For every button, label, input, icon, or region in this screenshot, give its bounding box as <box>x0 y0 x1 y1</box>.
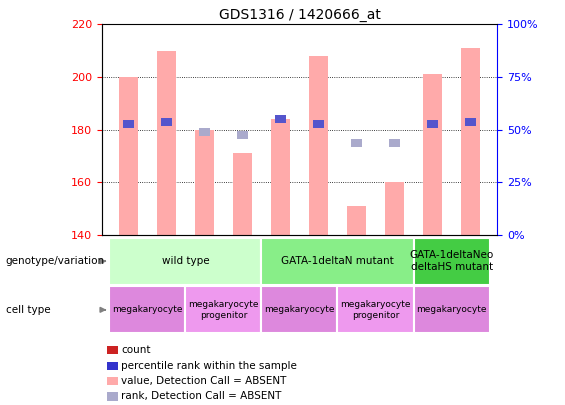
Bar <box>414 286 490 333</box>
Text: value, Detection Call = ABSENT: value, Detection Call = ABSENT <box>121 376 287 386</box>
Bar <box>109 238 262 285</box>
Bar <box>347 206 366 235</box>
Text: megakaryocyte
progenitor: megakaryocyte progenitor <box>340 300 411 320</box>
Bar <box>309 56 328 235</box>
Text: megakaryocyte: megakaryocyte <box>416 305 487 314</box>
Bar <box>385 182 404 235</box>
Bar <box>271 119 290 235</box>
Bar <box>233 153 252 235</box>
Bar <box>262 286 337 333</box>
Bar <box>427 120 438 128</box>
Bar <box>161 118 172 126</box>
Text: genotype/variation: genotype/variation <box>6 256 105 266</box>
Bar <box>275 115 286 123</box>
Bar <box>157 51 176 235</box>
Bar <box>262 238 414 285</box>
Bar <box>199 128 210 136</box>
Text: count: count <box>121 345 151 355</box>
Bar <box>465 118 476 126</box>
Text: megakaryocyte: megakaryocyte <box>264 305 334 314</box>
Bar <box>414 238 490 285</box>
Bar <box>237 131 247 139</box>
Bar <box>109 286 185 333</box>
Bar <box>389 139 400 147</box>
Bar <box>185 286 262 333</box>
Bar <box>195 130 214 235</box>
Bar <box>351 139 362 147</box>
Text: megakaryocyte: megakaryocyte <box>112 305 182 314</box>
Bar <box>123 120 134 128</box>
Text: megakaryocyte
progenitor: megakaryocyte progenitor <box>188 300 259 320</box>
Text: GATA-1deltaNeo
deltaHS mutant: GATA-1deltaNeo deltaHS mutant <box>410 250 494 272</box>
Text: wild type: wild type <box>162 256 209 266</box>
Text: percentile rank within the sample: percentile rank within the sample <box>121 361 297 371</box>
Text: GATA-1deltaN mutant: GATA-1deltaN mutant <box>281 256 394 266</box>
Bar <box>423 74 442 235</box>
Bar <box>313 120 324 128</box>
Bar <box>461 48 480 235</box>
Bar <box>337 286 414 333</box>
Text: rank, Detection Call = ABSENT: rank, Detection Call = ABSENT <box>121 392 282 401</box>
Bar <box>119 77 138 235</box>
Text: cell type: cell type <box>6 305 50 315</box>
Title: GDS1316 / 1420666_at: GDS1316 / 1420666_at <box>219 8 380 22</box>
